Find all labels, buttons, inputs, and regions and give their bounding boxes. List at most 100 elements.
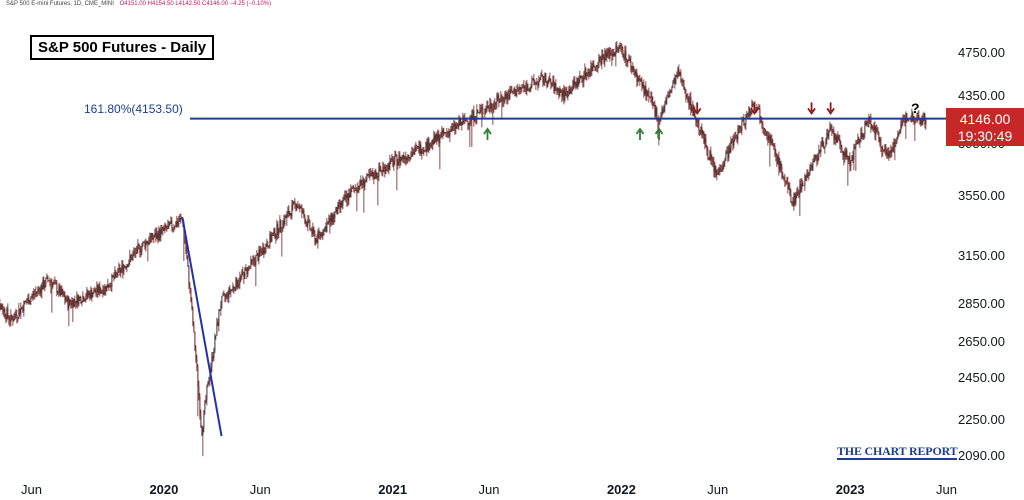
candle-body [175,221,177,228]
candle-body [835,135,837,143]
candle-body [427,139,429,151]
candle-body [707,150,709,158]
candle-body [68,299,70,309]
candle-body [911,112,913,121]
candle-body [545,73,547,82]
candle-body [895,143,897,144]
candle-body [184,231,186,243]
candle-body [462,118,464,125]
candle-body [132,254,134,260]
candle-body [499,101,501,103]
candle-body [540,75,542,78]
candle-body [202,428,204,436]
candle-body [231,289,233,291]
candle-body [188,266,190,285]
candle-body [673,78,675,84]
candle-body [886,152,888,155]
candle-body [512,92,514,93]
candle-body [23,301,25,312]
candle-body [542,75,544,84]
candle-body [825,138,827,147]
candle-body [631,66,633,70]
candle-body [598,57,600,68]
candle-body [562,89,564,97]
candle-body [49,280,51,282]
candle-body [525,86,527,92]
candle-body [317,231,319,243]
candle-body [386,169,388,171]
candle-body [742,118,744,122]
candle-body [690,96,692,111]
candle-body [48,280,50,282]
candle-body [768,135,770,140]
candle-body [3,308,5,313]
candle-body [718,168,720,172]
candle-body [881,147,883,150]
candle-body [656,108,658,121]
candle-body [373,177,375,179]
candle-body [595,65,597,67]
candle-body [20,307,22,314]
candle-body [179,218,181,222]
candle-body [797,191,799,193]
candle-body [346,194,348,199]
candle-body [750,112,752,115]
candle-body [779,161,781,170]
candle-body [904,117,906,124]
candle-body [82,296,84,303]
candle-body [523,85,525,89]
candle-body [26,301,28,303]
candle-body [13,319,15,322]
candle-body [303,210,305,217]
candle-body [603,57,605,63]
candle-body [144,241,146,248]
candle-body [251,259,253,261]
candle-body [777,156,779,164]
candle-body [502,97,504,102]
candle-body [770,139,772,143]
candle-body [684,89,686,91]
candle-body [118,268,120,269]
candle-body [380,170,382,171]
candle-body [613,53,615,56]
candle-body [586,73,588,77]
candle-body [79,297,81,298]
candle-body [608,49,610,59]
candle-body [195,349,197,360]
candle-body [24,301,26,303]
candle-body [260,251,262,253]
candle-body [468,122,470,125]
candle-body [883,149,885,151]
candle-body [857,138,859,144]
candle-body [879,139,881,142]
candle-body [407,155,409,159]
candle-body [556,88,558,92]
candle-body [221,296,223,306]
candle-body [522,87,524,89]
candle-body [726,151,728,153]
candle-body [375,171,377,178]
candle-body [578,80,580,85]
candle-body [272,233,274,236]
candle-body [497,95,499,100]
chart-report-logo: THE CHART REPORT [837,444,958,460]
candle-body [369,173,371,177]
candle-body [634,71,636,76]
candle-body [475,118,477,121]
candle-body [338,202,340,204]
candle-body [93,289,95,294]
candle-body [715,166,717,175]
candle-body [839,140,841,145]
candle-body [816,157,818,162]
candle-body [731,139,733,141]
candle-body [73,299,75,308]
candle-body [830,125,832,128]
candle-body [689,96,691,106]
candle-body [917,115,919,119]
candle-body [55,281,57,285]
candle-body [313,228,315,233]
candle-body [243,272,245,279]
candle-body [101,290,103,292]
candle-body [319,233,321,237]
candle-body [173,227,175,229]
